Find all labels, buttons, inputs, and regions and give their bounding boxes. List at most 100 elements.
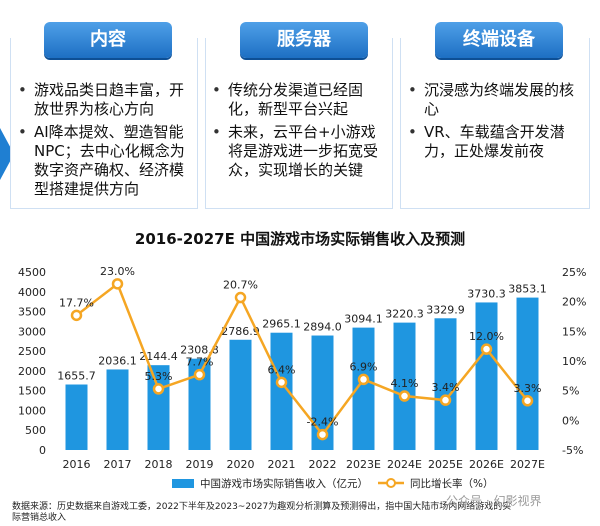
growth-point xyxy=(234,291,247,304)
bar xyxy=(229,339,252,450)
bar xyxy=(270,332,293,450)
right-tick-label: 0% xyxy=(562,414,579,427)
left-tick-label: 4000 xyxy=(18,286,46,299)
bar-value-label: 2308.8 xyxy=(180,344,219,357)
bar-value-label: 2144.4 xyxy=(139,350,178,363)
growth-value-label: 3.3% xyxy=(514,382,542,395)
chart-legend: 中国游戏市场实际销售收入（亿元） 同比增长率（%） xyxy=(172,477,493,490)
bar-value-label: 3853.1 xyxy=(508,283,547,296)
bar xyxy=(65,384,88,450)
growth-value-label: 7.7% xyxy=(186,356,214,369)
legend-line-marker xyxy=(386,478,396,488)
bar-value-label: 2786.9 xyxy=(221,325,260,338)
x-tick-label: 2016 xyxy=(63,458,91,471)
x-tick-label: 2027E xyxy=(510,458,545,471)
panel-content-title: 内容 xyxy=(44,22,172,58)
growth-point xyxy=(152,383,165,395)
panel-server-bullets: 传统分发渠道已经固化，新型平台兴起 未来，云平台+小游戏将是游戏进一步拓宽受众，… xyxy=(210,81,390,180)
right-tick-label: -5% xyxy=(562,444,583,457)
growth-point xyxy=(480,343,493,355)
bar-value-label: 2036.1 xyxy=(98,354,137,367)
x-tick-label: 2024E xyxy=(387,458,422,471)
right-tick-label: 25% xyxy=(562,266,586,279)
legend-bar-label: 中国游戏市场实际销售收入（亿元） xyxy=(200,477,368,490)
chart-title: 2016-2027E 中国游戏市场实际销售收入及预测 xyxy=(135,230,465,248)
left-tick-label: 2000 xyxy=(18,365,46,378)
x-tick-label: 2020 xyxy=(227,458,255,471)
bar xyxy=(352,327,375,450)
x-tick-label: 2022 xyxy=(309,458,337,471)
panel-terminal-bullet: 沉浸感为终端发展的核心 xyxy=(406,81,586,119)
growth-point xyxy=(439,394,452,406)
bar xyxy=(475,302,498,450)
panel-terminal-bullet: VR、车载蕴含开发潜力，正处爆发前夜 xyxy=(406,123,586,161)
right-axis: -5% 0% 5% 10% 15% 20% 25% xyxy=(562,266,586,457)
x-tick-label: 2025E xyxy=(428,458,463,471)
panel-terminal-bullets: 沉浸感为终端发展的核心 VR、车载蕴含开发潜力，正处爆发前夜 xyxy=(406,81,586,161)
left-tick-label: 1000 xyxy=(18,404,46,417)
growth-value-label: 5.3% xyxy=(145,370,173,383)
panel-server-bullet: 传统分发渠道已经固化，新型平台兴起 xyxy=(210,81,390,119)
bar xyxy=(434,318,457,450)
right-tick-label: 5% xyxy=(562,385,579,398)
panel-server-bullet: 未来，云平台+小游戏将是游戏进一步拓宽受众，实现增长的关键 xyxy=(210,123,390,180)
growth-point xyxy=(275,376,288,389)
bar-value-label: 2894.0 xyxy=(303,321,342,334)
bar-value-label: 3329.9 xyxy=(426,303,465,316)
bar-value-label: 3220.3 xyxy=(385,308,424,321)
x-tick-label: 2026E xyxy=(469,458,504,471)
growth-point xyxy=(521,395,534,407)
bar xyxy=(516,297,539,450)
growth-value-label: -2.4% xyxy=(307,416,339,429)
growth-point xyxy=(316,428,329,441)
growth-value-label: 12.0% xyxy=(469,330,504,343)
bar-series xyxy=(65,297,539,450)
growth-value-label: 3.4% xyxy=(432,381,460,394)
bar-value-label: 1655.7 xyxy=(57,370,96,383)
growth-value-label: 4.1% xyxy=(391,377,419,390)
bar xyxy=(188,358,211,450)
left-tick-label: 3000 xyxy=(18,325,46,338)
x-tick-label: 2018 xyxy=(145,458,173,471)
revenue-chart: 2016-2027E 中国游戏市场实际销售收入及预测 0 500 1000 1500 2… xyxy=(18,230,586,490)
left-axis: 0 500 1000 1500 2000 2500 3000 3500 4000 4500 xyxy=(18,266,46,457)
right-tick-label: 10% xyxy=(562,355,586,368)
legend-bar-swatch xyxy=(172,479,194,488)
growth-value-label: 23.0% xyxy=(100,265,135,278)
panel-content-bullets: 游戏品类日趋丰富，开放世界为核心方向 AI降本提效、塑造智能NPC；去中心化概念… xyxy=(16,81,194,199)
left-tick-label: 500 xyxy=(25,424,46,437)
bar xyxy=(106,369,129,450)
growth-point xyxy=(357,373,370,386)
line-series xyxy=(70,278,534,441)
x-axis: 2016 2017 2018 2019 2020 2021 2022 2023E 2024E 20… xyxy=(63,458,546,471)
x-tick-label: 2019 xyxy=(186,458,214,471)
left-tick-label: 3500 xyxy=(18,306,46,319)
growth-value-label: 17.7% xyxy=(59,296,94,309)
panel-terminal-title: 终端设备 xyxy=(435,22,563,58)
x-tick-label: 2017 xyxy=(104,458,132,471)
bar-value-label: 3730.3 xyxy=(467,287,506,300)
panel-content-bullet: 游戏品类日趋丰富，开放世界为核心方向 xyxy=(16,81,194,119)
left-tick-label: 2500 xyxy=(18,345,46,358)
x-tick-label: 2023E xyxy=(346,458,381,471)
bar-value-label: 2965.1 xyxy=(262,318,301,331)
growth-point xyxy=(70,309,83,322)
left-tick-label: 4500 xyxy=(18,266,46,279)
panel-server-title: 服务器 xyxy=(240,22,368,58)
growth-point xyxy=(193,368,206,381)
left-tick-label: 0 xyxy=(39,444,46,457)
growth-point xyxy=(111,278,124,290)
bar xyxy=(311,335,334,450)
growth-value-label: 6.4% xyxy=(268,363,296,376)
growth-value-label: 6.9% xyxy=(350,360,378,373)
growth-point xyxy=(398,390,411,402)
line-labels: 17.7% 23.0% 5.3% 7.7% 20.7% 6.4% -2.4% 6.9% 4.1%… xyxy=(59,265,541,429)
watermark: 公众号 · 幻影视界 xyxy=(446,494,542,508)
panel-content-bullet: AI降本提效、塑造智能NPC；去中心化概念为数字资产确权、经济模型搭建提供方向 xyxy=(16,123,194,199)
growth-line xyxy=(75,281,529,437)
left-tick-label: 1500 xyxy=(18,385,46,398)
x-tick-label: 2021 xyxy=(268,458,296,471)
source-footnote: 数据来源：历史数据来自游戏工委，2022下半年及2023~2027为趣观分析测算… xyxy=(12,502,512,523)
growth-value-label: 20.7% xyxy=(223,279,258,292)
